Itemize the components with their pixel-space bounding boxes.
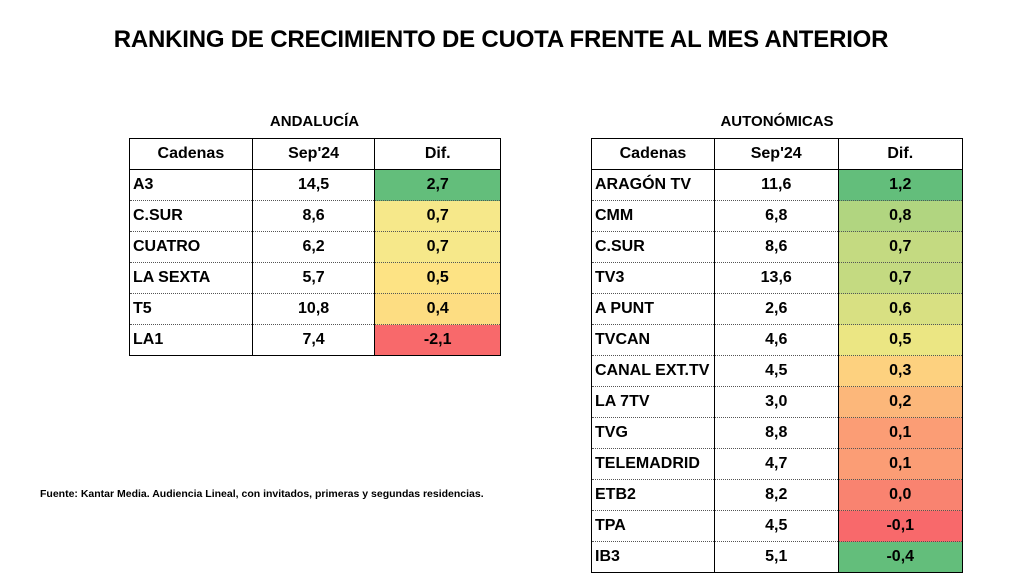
channel-name-cell: TVCAN [591, 324, 715, 356]
difference-cell: 0,5 [374, 262, 501, 294]
channel-name-cell: CANAL EXT.TV [591, 355, 715, 387]
source-footnote: Fuente: Kantar Media. Audiencia Lineal, … [40, 488, 484, 500]
table-row: C.SUR 8,6 0,7 [591, 231, 964, 263]
difference-cell: 1,2 [837, 169, 964, 201]
share-cell: 4,6 [713, 324, 839, 356]
channel-name-cell: A3 [129, 169, 253, 201]
share-cell: 10,8 [251, 293, 376, 325]
share-cell: 11,6 [713, 169, 839, 201]
table-row: C.SUR 8,6 0,7 [129, 200, 501, 232]
difference-cell: 0,4 [374, 293, 501, 325]
share-cell: 2,6 [713, 293, 839, 325]
andalucia-heading: ANDALUCÍA [269, 113, 360, 130]
channel-name-cell: CMM [591, 200, 715, 232]
channel-name-cell: IB3 [591, 541, 715, 573]
difference-cell: 0,7 [837, 231, 964, 263]
column-header-cadenas: Cadenas [129, 138, 253, 170]
table-row: TVG 8,8 0,1 [591, 417, 964, 449]
share-cell: 4,7 [713, 448, 839, 480]
difference-cell: -0,1 [837, 510, 964, 542]
channel-name-cell: TELEMADRID [591, 448, 715, 480]
share-cell: 5,7 [251, 262, 376, 294]
difference-cell: 0,1 [837, 448, 964, 480]
table-row: LA 7TV 3,0 0,2 [591, 386, 964, 418]
channel-name-cell: A PUNT [591, 293, 715, 325]
table-row: CMM 6,8 0,8 [591, 200, 964, 232]
page-title: RANKING DE CRECIMIENTO DE CUOTA FRENTE A… [113, 26, 889, 53]
difference-cell: 2,7 [374, 169, 501, 201]
difference-cell: 0,7 [837, 262, 964, 294]
channel-name-cell: ETB2 [591, 479, 715, 511]
table-row: TELEMADRID 4,7 0,1 [591, 448, 964, 480]
column-header-dif: Dif. [374, 138, 501, 170]
difference-cell: 0,6 [837, 293, 964, 325]
difference-cell: 0,2 [837, 386, 964, 418]
channel-name-cell: CUATRO [129, 231, 253, 263]
share-cell: 4,5 [713, 355, 839, 387]
channel-name-cell: LA 7TV [591, 386, 715, 418]
difference-cell: 0,5 [837, 324, 964, 356]
channel-name-cell: TPA [591, 510, 715, 542]
table-row: CUATRO 6,2 0,7 [129, 231, 501, 263]
share-cell: 14,5 [251, 169, 376, 201]
column-header-sep24: Sep'24 [713, 138, 839, 170]
column-header-dif: Dif. [837, 138, 964, 170]
share-cell: 7,4 [251, 324, 376, 356]
table-row: T5 10,8 0,4 [129, 293, 501, 325]
difference-cell: 0,7 [374, 200, 501, 232]
difference-cell: 0,0 [837, 479, 964, 511]
share-cell: 3,0 [713, 386, 839, 418]
andalucia-table: Cadenas Sep'24 Dif. A3 14,5 2,7 C.SUR 8,6 0,7… [129, 138, 501, 356]
table-row: ARAGÓN TV 11,6 1,2 [591, 169, 964, 201]
channel-name-cell: C.SUR [591, 231, 715, 263]
table-row: A3 14,5 2,7 [129, 169, 501, 201]
table-row: IB3 5,1 -0,4 [591, 541, 964, 573]
channel-name-cell: C.SUR [129, 200, 253, 232]
table-row: A PUNT 2,6 0,6 [591, 293, 964, 325]
share-cell: 6,8 [713, 200, 839, 232]
channel-name-cell: TVG [591, 417, 715, 449]
column-header-cadenas: Cadenas [591, 138, 715, 170]
column-header-sep24: Sep'24 [251, 138, 376, 170]
table-row: TPA 4,5 -0,1 [591, 510, 964, 542]
difference-cell: -2,1 [374, 324, 501, 356]
difference-cell: -0,4 [837, 541, 964, 573]
table-row: TV3 13,6 0,7 [591, 262, 964, 294]
share-cell: 5,1 [713, 541, 839, 573]
channel-name-cell: LA1 [129, 324, 253, 356]
table-row: TVCAN 4,6 0,5 [591, 324, 964, 356]
difference-cell: 0,7 [374, 231, 501, 263]
channel-name-cell: T5 [129, 293, 253, 325]
share-cell: 8,8 [713, 417, 839, 449]
table-row: CANAL EXT.TV 4,5 0,3 [591, 355, 964, 387]
share-cell: 8,2 [713, 479, 839, 511]
channel-name-cell: ARAGÓN TV [591, 169, 715, 201]
share-cell: 13,6 [713, 262, 839, 294]
channel-name-cell: LA SEXTA [129, 262, 253, 294]
difference-cell: 0,1 [837, 417, 964, 449]
autonomicas-table: Cadenas Sep'24 Dif. ARAGÓN TV 11,6 1,2 CMM 6… [591, 138, 964, 573]
difference-cell: 0,3 [837, 355, 964, 387]
table-row: ETB2 8,2 0,0 [591, 479, 964, 511]
table-row: LA1 7,4 -2,1 [129, 324, 501, 356]
share-cell: 8,6 [251, 200, 376, 232]
share-cell: 8,6 [713, 231, 839, 263]
share-cell: 4,5 [713, 510, 839, 542]
table-row: LA SEXTA 5,7 0,5 [129, 262, 501, 294]
share-cell: 6,2 [251, 231, 376, 263]
autonomicas-heading: AUTONÓMICAS [720, 113, 834, 130]
difference-cell: 0,8 [837, 200, 964, 232]
channel-name-cell: TV3 [591, 262, 715, 294]
